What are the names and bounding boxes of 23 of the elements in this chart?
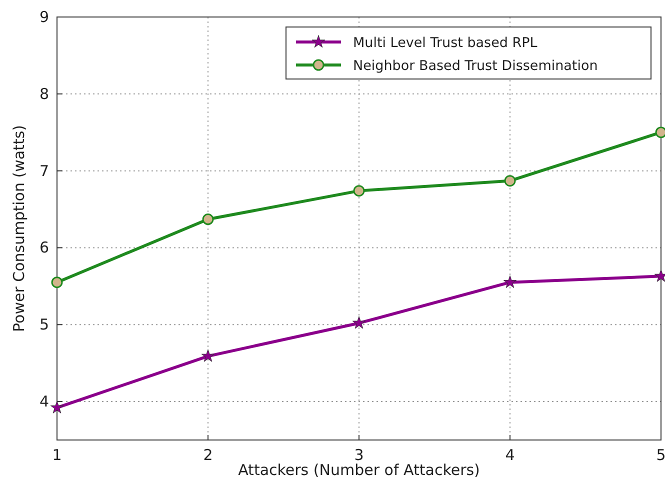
y-tick-label: 8 <box>39 84 49 103</box>
point <box>504 175 516 187</box>
point <box>50 400 64 414</box>
x-tick-label: 2 <box>203 446 213 464</box>
x-axis-title: Attackers (Number of Attackers) <box>238 461 480 479</box>
y-tick-label: 6 <box>39 238 49 257</box>
point <box>202 214 214 226</box>
point <box>201 349 215 362</box>
point <box>352 316 366 329</box>
y-axis-title: Power Consumption (watts) <box>10 125 28 332</box>
y-tick-label: 7 <box>39 162 49 180</box>
legend-label: Neighbor Based Trust Dissemination <box>353 58 598 74</box>
y-tick-label: 4 <box>39 392 49 411</box>
x-tick-label: 3 <box>354 446 364 464</box>
point <box>503 275 517 288</box>
y-tick-label: 9 <box>39 8 49 26</box>
point <box>51 276 63 288</box>
point <box>353 185 365 197</box>
y-tick-label: 5 <box>39 316 49 334</box>
x-tick-label: 4 <box>505 446 515 464</box>
legend-label: Multi Level Trust based RPL <box>353 35 538 51</box>
x-tick-label: 5 <box>656 446 665 464</box>
x-tick-label: 1 <box>52 446 62 464</box>
